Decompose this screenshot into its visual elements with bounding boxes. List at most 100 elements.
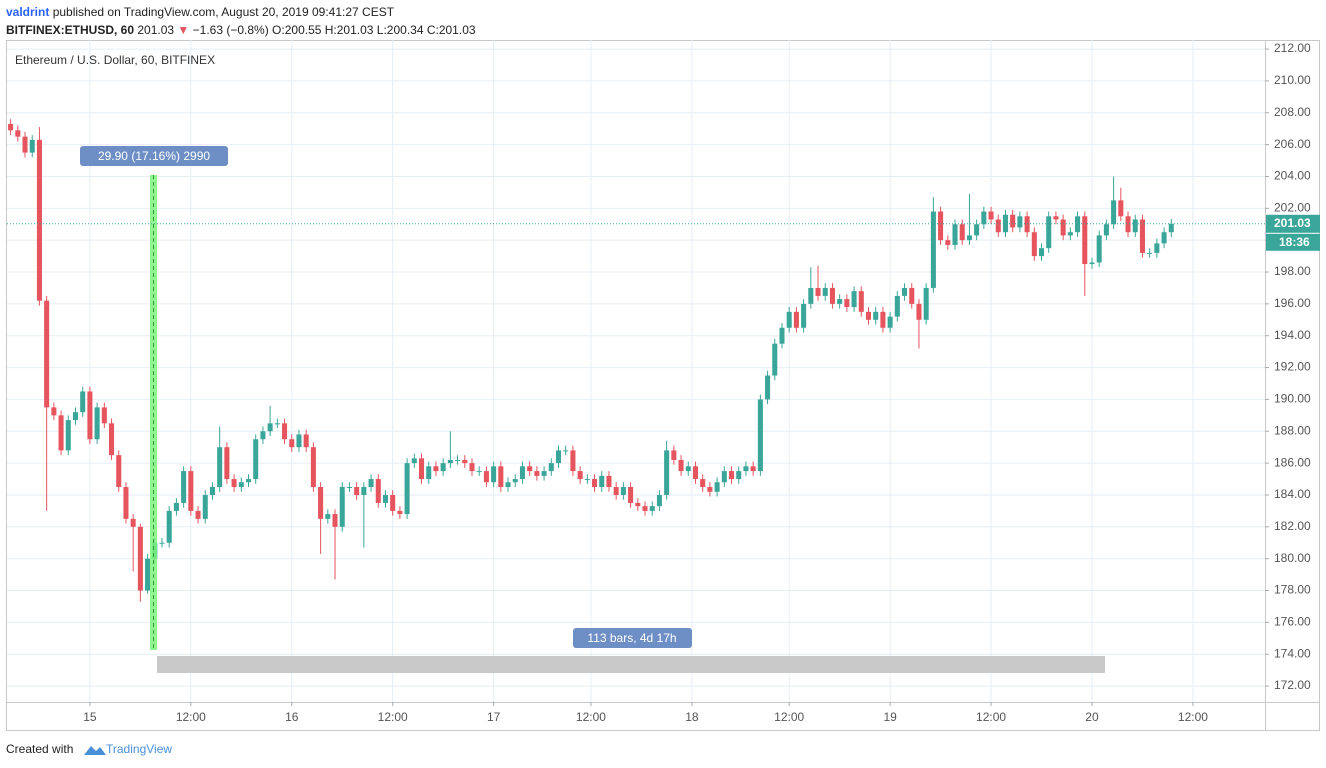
symbol: BITFINEX:ETHUSD, 60 — [6, 23, 135, 37]
candle-body — [238, 482, 244, 488]
candle-body — [548, 463, 554, 472]
measure-range — [150, 175, 157, 650]
candle-body — [728, 471, 735, 480]
candle-body — [801, 303, 807, 328]
last: 201.03 — [137, 23, 175, 37]
candle-body — [224, 447, 230, 480]
candle-body — [267, 423, 273, 432]
candle-body — [894, 295, 900, 317]
candle-body — [462, 459, 468, 464]
candle-body — [938, 211, 944, 241]
candle-body — [902, 287, 908, 296]
candle-body — [1082, 216, 1088, 265]
y-tick-label: 208.00 — [1274, 105, 1311, 119]
candle-body — [65, 420, 71, 451]
candle-body — [245, 479, 252, 483]
candle-body — [123, 487, 129, 519]
candle-body — [635, 502, 641, 507]
candle-body — [209, 487, 215, 495]
candle-body — [1147, 252, 1153, 254]
candle-body — [519, 466, 525, 480]
candle-body — [382, 494, 389, 503]
y-tick-label: 204.00 — [1274, 169, 1311, 183]
candle-body — [1161, 232, 1167, 244]
candle-body — [51, 407, 57, 416]
candle-body — [368, 479, 374, 488]
candle-body — [1002, 214, 1008, 233]
candle-body — [101, 407, 107, 424]
candle-body — [1060, 219, 1066, 236]
candle-body — [253, 439, 259, 480]
candle-body — [8, 123, 14, 131]
candle-body — [390, 494, 396, 511]
candle-body — [671, 450, 677, 460]
candle-body — [296, 434, 302, 448]
candle-body — [577, 471, 583, 480]
candle-body — [851, 291, 857, 308]
candle-body — [1168, 223, 1174, 233]
x-tick-label: 18 — [685, 710, 699, 724]
candle-body — [375, 479, 381, 503]
candle-body — [231, 479, 237, 488]
candle-body — [858, 291, 864, 312]
candle-body — [628, 487, 634, 503]
candle-body — [909, 287, 915, 304]
candle-body — [1017, 216, 1023, 228]
candle-body — [765, 375, 771, 400]
candle-body — [512, 479, 518, 483]
y-tick-label: 194.00 — [1274, 328, 1311, 342]
candle-body — [873, 311, 879, 320]
y-tick-label: 176.00 — [1274, 615, 1311, 629]
y-tick-label: 206.00 — [1274, 137, 1311, 151]
candle-body — [332, 514, 338, 527]
candle-body — [844, 299, 850, 308]
candle-body — [1154, 243, 1160, 253]
author: valdrint — [6, 5, 50, 19]
bars-label-box — [573, 628, 692, 648]
candle-body — [649, 506, 655, 511]
candle-body — [447, 459, 453, 464]
candle-body — [15, 130, 21, 137]
candle-body — [1096, 235, 1102, 263]
ohlc: O:200.55 H:201.03 L:200.34 C:201.03 — [272, 23, 476, 37]
candle-body — [541, 471, 547, 476]
candle-body — [606, 475, 612, 488]
chart-title: Ethereum / U.S. Dollar, 60, BITFINEX — [15, 53, 215, 67]
candle-body — [599, 475, 605, 488]
candle-body — [988, 211, 994, 220]
candle-body — [202, 494, 208, 519]
candle-body — [757, 399, 763, 472]
candle-body — [714, 482, 720, 492]
x-tick-label: 15 — [83, 710, 97, 724]
candle-body — [1118, 200, 1124, 217]
candle-body — [592, 479, 598, 488]
candle-body — [433, 466, 439, 472]
bars-range — [157, 656, 1105, 673]
candle-body — [570, 450, 576, 472]
candle-body — [685, 466, 691, 472]
candle-body — [721, 471, 727, 483]
candle-body — [22, 136, 28, 153]
candle-body — [678, 459, 684, 472]
candle-body — [310, 447, 316, 488]
x-tick-label: 19 — [883, 710, 897, 724]
candle-body — [130, 518, 136, 527]
chart-frame — [6, 40, 1320, 731]
y-tick-label: 184.00 — [1274, 487, 1311, 501]
candle-body — [692, 466, 698, 480]
candle-body — [181, 471, 187, 503]
candle-body — [1053, 216, 1059, 220]
x-tick-label: 20 — [1085, 710, 1099, 724]
last-price-label: 201.03 — [1274, 216, 1311, 230]
countdown-box — [1266, 233, 1320, 251]
candle-body — [743, 466, 749, 472]
countdown-label: 18:36 — [1279, 235, 1310, 249]
candle-body — [1038, 248, 1045, 257]
x-tick-label: 12:00 — [1178, 710, 1208, 724]
candle-body — [498, 466, 504, 488]
y-tick-label: 182.00 — [1274, 519, 1311, 533]
candle-body — [1111, 200, 1117, 225]
candle-body — [505, 482, 511, 488]
candle-body — [865, 311, 872, 320]
candle-body — [166, 510, 172, 543]
